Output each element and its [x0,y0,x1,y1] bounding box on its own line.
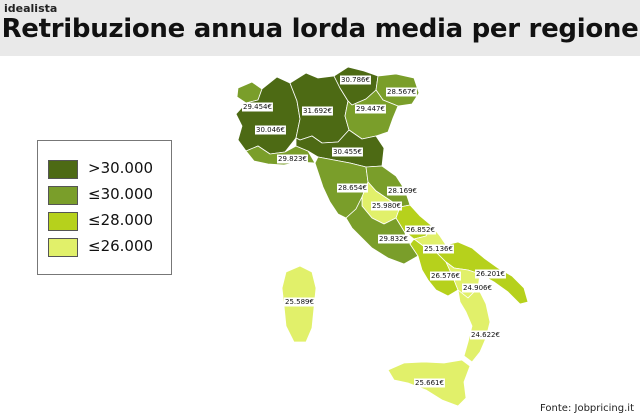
region-veneto [344,89,399,140]
source-credit: Fonte: Jobpricing.it [540,403,634,414]
legend-label: ≤28.000 [88,211,154,229]
region-label-molise: 25.136€ [424,245,453,253]
region-label-umbria: 25.980€ [372,202,401,210]
label-background [378,234,409,244]
legend-swatch [48,238,78,257]
label-background [475,269,506,279]
italy-map: 29.454€ 30.046€ 31.692€ 30.786€ 28.567€ … [235,66,529,407]
label-background [462,283,493,293]
region-label-trentino: 30.786€ [341,76,370,84]
label-background [284,297,315,307]
label-background [405,225,436,235]
region-label-campania: 26.576€ [431,272,460,280]
legend-item-gt30000: >30.000 [48,159,168,181]
region-value-labels: 29.454€ 30.046€ 31.692€ 30.786€ 28.567€ … [242,75,506,388]
brand-logo: idealista [4,2,58,15]
region-label-emilia: 30.455€ [333,148,362,156]
region-label-piemonte: 30.046€ [256,126,285,134]
label-background [430,271,461,281]
region-label-marche: 28.169€ [388,187,417,195]
label-background [340,75,371,85]
region-label-basilicata: 24.906€ [463,284,492,292]
region-calabria [457,287,491,363]
label-background [470,330,501,340]
label-background [387,186,418,196]
region-label-puglia: 26.201€ [476,270,505,278]
label-background [414,378,445,388]
legend-item-le28000: ≤28.000 [48,211,168,233]
legend-item-le30000: ≤30.000 [48,185,168,207]
label-background [332,147,363,157]
label-background [242,102,273,112]
legend-label: >30.000 [88,159,154,177]
label-background [355,104,386,114]
legend-swatch [48,212,78,231]
region-label-calabria: 24.622€ [471,331,500,339]
region-label-valle-daosta: 29.454€ [243,103,272,111]
label-background [386,87,417,97]
page-title: Retribuzione annua lorda media per regio… [1,14,639,44]
label-background [255,125,286,135]
legend-label: ≤26.000 [88,237,154,255]
header-bar: idealista Retribuzione annua lorda media… [0,0,640,56]
region-label-friuli: 28.567€ [387,88,416,96]
legend-swatch [48,186,78,205]
label-background [302,106,333,116]
region-label-lazio: 29.832€ [379,235,408,243]
region-label-toscana: 28.654€ [338,184,367,192]
legend-swatch [48,160,78,179]
label-background [371,201,402,211]
region-label-lombardia: 31.692€ [303,107,332,115]
legend-label: ≤30.000 [88,185,154,203]
region-label-sardegna: 25.589€ [285,298,314,306]
legend-item-le26000: ≤26.000 [48,237,168,259]
map-legend: >30.000 ≤30.000 ≤28.000 ≤26.000 [37,140,172,275]
region-label-abruzzo: 26.852€ [406,226,435,234]
label-background [337,183,368,193]
label-background [423,244,454,254]
region-label-liguria: 29.823€ [278,155,307,163]
label-background [277,154,308,164]
region-label-veneto: 29.447€ [356,105,385,113]
region-label-sicilia: 25.661€ [415,379,444,387]
